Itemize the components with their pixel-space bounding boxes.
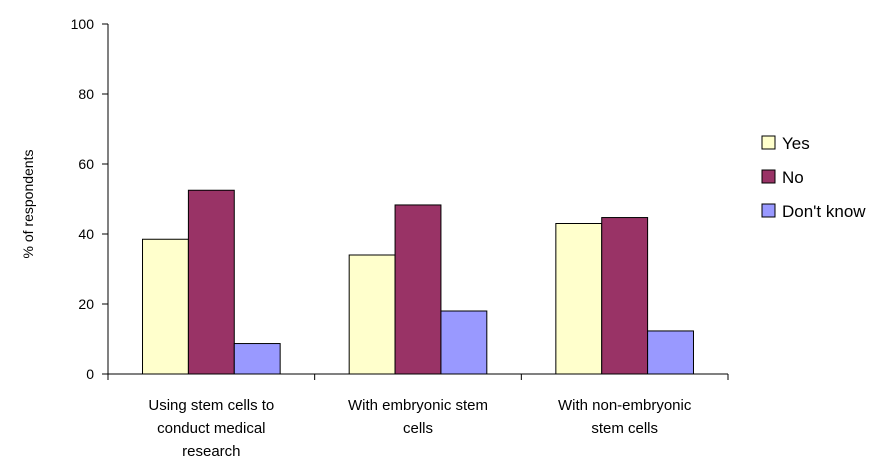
y-tick-label: 100 [71,16,95,32]
y-tick-label: 80 [78,86,94,102]
bar-no [394,204,442,375]
legend-label: No [782,168,804,187]
legend-swatch [761,169,776,184]
legend: Yes No Don't know [761,134,866,221]
bar-no [601,217,649,375]
x-category-label: With embryonic stem cells [348,397,488,437]
y-axis-label: % of respondents [20,150,36,259]
y-tick-label: 0 [86,366,94,382]
bar-don-t-know [440,310,488,375]
y-tick-label: 20 [78,296,94,312]
x-category-label: With non-embryonic stem cells [558,397,692,437]
plot-area: 0 20 40 60 80 100 Using stem cells to conduct m… [71,16,729,460]
y-tick-label: 40 [78,226,94,242]
bar-no [187,189,235,375]
bar-yes [142,238,189,375]
bar-yes [555,223,603,375]
legend-label: Yes [782,134,810,153]
bar-yes [348,254,396,375]
legend-swatch [761,135,776,150]
legend-swatch [761,203,776,218]
y-tick-label: 60 [78,156,94,172]
x-category-label: Using stem cells to conduct medical resear… [148,397,274,460]
bar-don-t-know [233,343,281,375]
bar-don-t-know [647,330,694,375]
legend-label: Don't know [782,202,866,221]
